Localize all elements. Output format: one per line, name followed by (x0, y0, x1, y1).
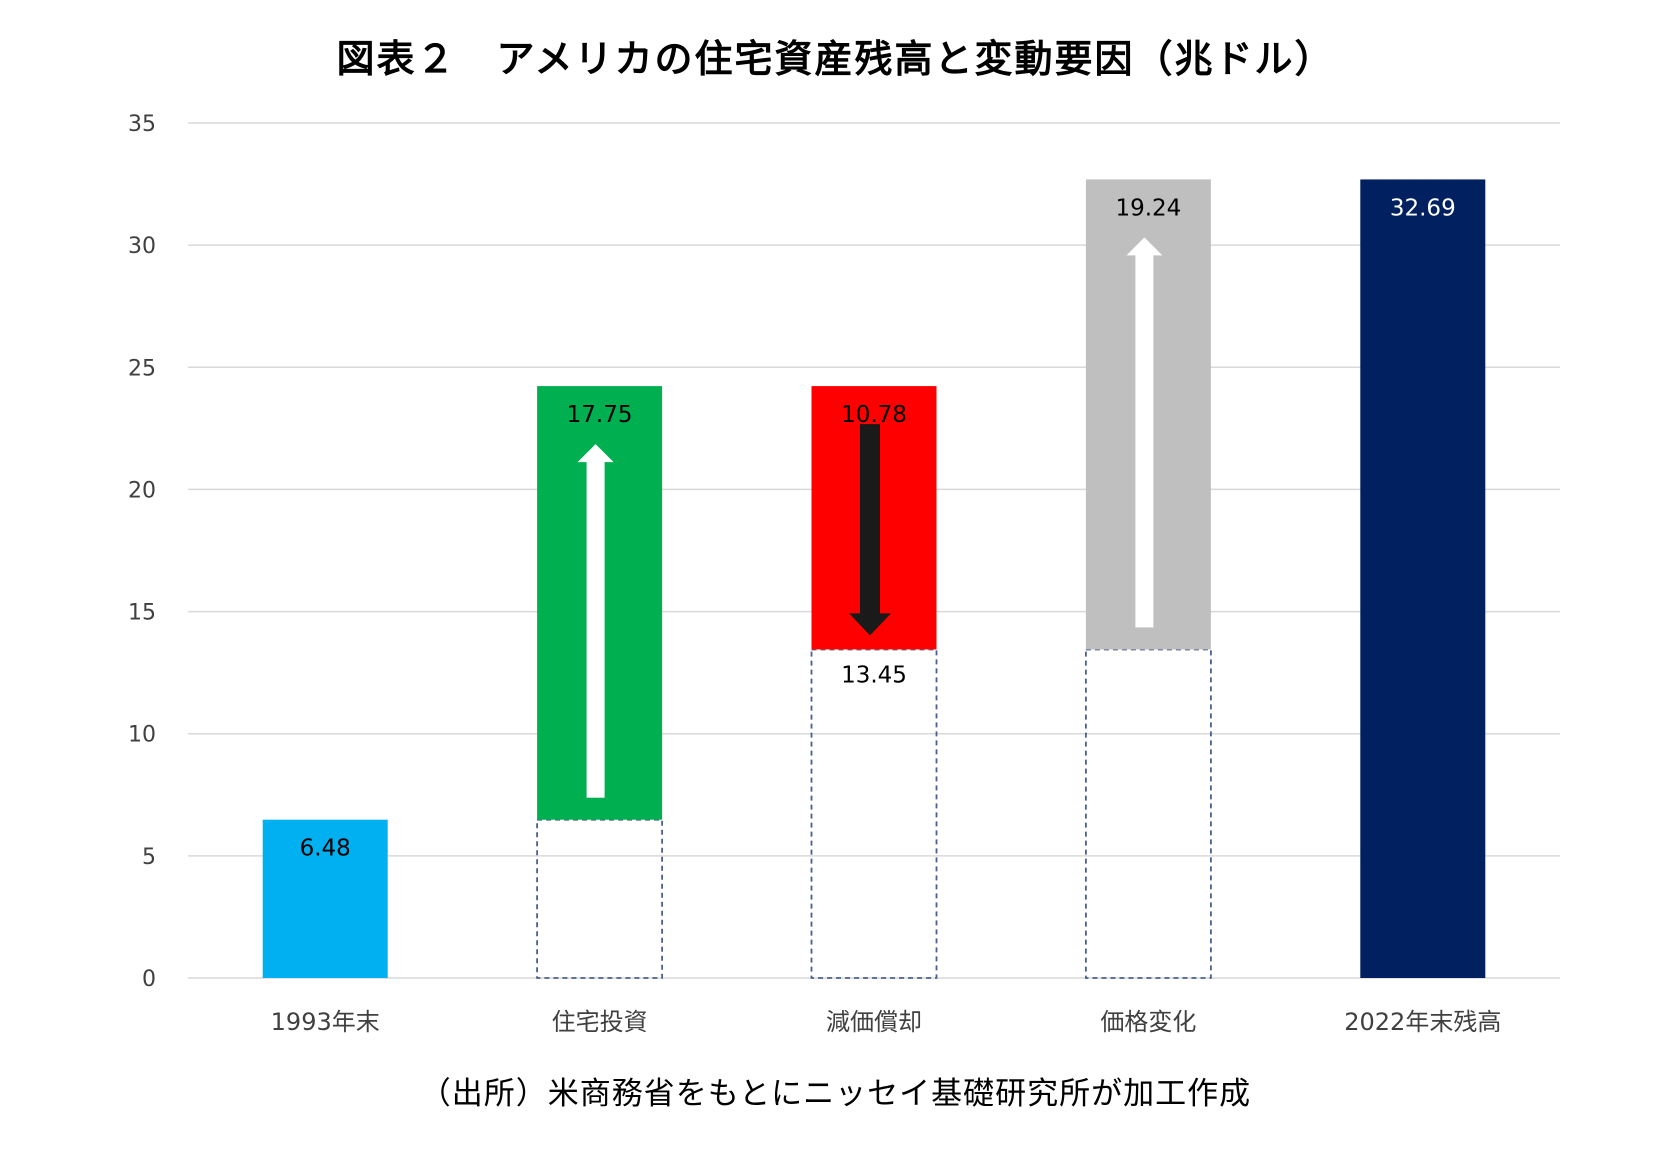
arrow-up-shaft (1135, 251, 1154, 628)
y-tick-label: 5 (142, 845, 156, 870)
arrow-down-shaft (860, 424, 880, 616)
x-axis-category-labels: 1993年末 住宅投資 減価償却 価格変化 2022年末残高 (271, 1008, 1502, 1036)
y-axis-tick-labels: 0 5 10 15 20 25 30 35 (128, 112, 156, 992)
arrow-up-shaft (586, 458, 605, 798)
x-category-label: 住宅投資 (552, 1008, 648, 1036)
bar-base-outline (1085, 648, 1212, 979)
y-tick-label: 10 (128, 723, 156, 748)
x-category-label: 価格変化 (1100, 1008, 1196, 1036)
y-tick-label: 20 (128, 478, 156, 503)
source-note: （出所）米商務省をもとにニッセイ基礎研究所が加工作成 (419, 1076, 1252, 1112)
y-tick-label: 15 (128, 601, 156, 626)
y-tick-label: 30 (128, 234, 156, 259)
chart-title: 図表２ アメリカの住宅資産残高と変動要因（兆ドル） (336, 37, 1335, 81)
grid-lines (188, 122, 1560, 979)
data-label: 10.78 (841, 402, 907, 428)
x-category-label: 減価償却 (826, 1008, 922, 1036)
x-category-label: 1993年末 (271, 1008, 380, 1036)
bar (1360, 179, 1486, 978)
arrows (577, 237, 1163, 798)
arrow-up-head (1126, 237, 1163, 256)
data-label: 6.48 (300, 836, 351, 862)
arrow-up-head (577, 444, 614, 463)
base-value-label: 13.45 (841, 662, 907, 688)
bar (262, 819, 388, 978)
data-label: 32.69 (1390, 195, 1456, 221)
x-category-label: 2022年末残高 (1344, 1008, 1501, 1036)
data-label: 19.24 (1115, 195, 1181, 221)
data-label: 17.75 (567, 402, 633, 428)
y-tick-label: 0 (142, 967, 156, 992)
data-labels: 6.48 17.75 10.78 19.24 32.69 13.45 (300, 195, 1456, 861)
arrow-down-head (849, 613, 891, 636)
y-tick-label: 25 (128, 356, 156, 381)
y-tick-label: 35 (128, 112, 156, 137)
bar-base-outline (536, 818, 663, 979)
bar-base-outline (810, 648, 938, 979)
